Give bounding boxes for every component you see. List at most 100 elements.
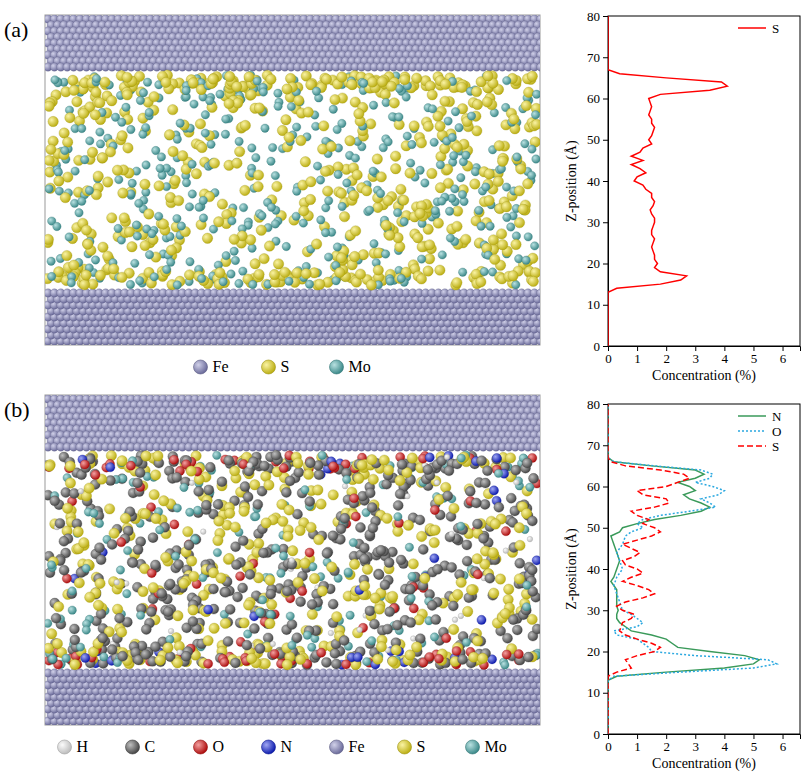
atom: [235, 137, 243, 145]
atom: [274, 102, 282, 110]
atom: [515, 255, 523, 263]
atom: [91, 256, 99, 264]
atom: [451, 107, 459, 115]
atom: [82, 239, 92, 249]
atom: [96, 128, 104, 136]
atom: [240, 185, 250, 195]
atom: [528, 145, 536, 153]
atom: [45, 155, 54, 165]
atom: [409, 121, 419, 131]
atom: [395, 242, 405, 252]
atom: [299, 219, 307, 227]
atom: [195, 119, 205, 129]
atom: [458, 268, 466, 276]
atom: [313, 162, 321, 170]
atom: [45, 183, 55, 193]
atom: [274, 89, 282, 97]
atom: [266, 74, 276, 84]
atom: [370, 240, 378, 248]
atom: [59, 128, 69, 138]
atom: [190, 100, 198, 108]
atom: [131, 259, 139, 267]
atom: [282, 242, 290, 250]
atom: [140, 179, 150, 189]
atom: [445, 207, 453, 215]
atom: [299, 206, 309, 216]
atom: [128, 179, 136, 187]
atom: [271, 171, 279, 179]
atom: [135, 199, 143, 207]
atom: [170, 175, 180, 185]
atom: [451, 185, 459, 193]
atom: [97, 153, 107, 163]
atom: [149, 91, 159, 101]
atom: [65, 112, 75, 122]
atom: [480, 267, 488, 275]
atom: [512, 232, 520, 240]
atom: [524, 233, 532, 241]
atom: [336, 188, 346, 198]
atom: [494, 140, 504, 150]
atom: [523, 179, 533, 189]
atom: [103, 177, 113, 187]
atom: [530, 242, 538, 250]
figure: FeSMo(a)HCONFeSMo(b)01234560102030405060…: [0, 0, 811, 784]
atom: [53, 222, 61, 230]
atom: [390, 151, 400, 161]
atom: [127, 242, 137, 252]
atom: [250, 259, 260, 269]
atom: [122, 103, 130, 111]
atom: [452, 206, 462, 216]
atom: [152, 146, 160, 154]
atom: [186, 258, 194, 266]
atom: [396, 184, 406, 194]
atom: [248, 144, 256, 152]
atom: [311, 239, 321, 249]
atom: [347, 79, 357, 89]
atom: [230, 247, 238, 255]
atom: [381, 250, 389, 258]
snapshot-panel: FeSMo(a): [4, 15, 548, 375]
atom: [248, 244, 256, 252]
atom: [329, 105, 337, 113]
atom: [222, 115, 230, 123]
atom: [72, 96, 82, 106]
atom: [444, 117, 452, 125]
atom: [512, 154, 522, 164]
atom: [143, 78, 151, 86]
atom: [68, 75, 78, 85]
atom: [350, 226, 360, 236]
atom: [252, 153, 260, 161]
atom: [201, 111, 209, 119]
atom: [303, 107, 313, 117]
atom: [281, 115, 291, 125]
atom: [148, 229, 156, 237]
snapshot-frame: [45, 15, 540, 345]
atom: [158, 219, 168, 229]
atom: [400, 218, 408, 226]
atom: [317, 216, 325, 224]
atom: [425, 81, 435, 91]
atom: [482, 183, 490, 191]
atom: [416, 166, 424, 174]
atom: [87, 147, 97, 157]
atom: [136, 96, 144, 104]
atom: [185, 203, 193, 211]
atom: [531, 119, 540, 129]
atom: [333, 125, 341, 133]
atom: [234, 146, 244, 156]
atom: [107, 96, 117, 106]
atom: [435, 265, 445, 275]
atom: [435, 183, 445, 193]
atom: [390, 164, 400, 174]
atom: [369, 101, 377, 109]
atom: [127, 125, 135, 133]
atom: [292, 123, 300, 131]
snapshot-atoms: [45, 15, 540, 345]
atom: [427, 168, 437, 178]
atom: [351, 154, 359, 162]
atom: [372, 154, 382, 164]
atom: [527, 71, 537, 81]
atom: [239, 267, 247, 275]
atom: [107, 213, 117, 223]
